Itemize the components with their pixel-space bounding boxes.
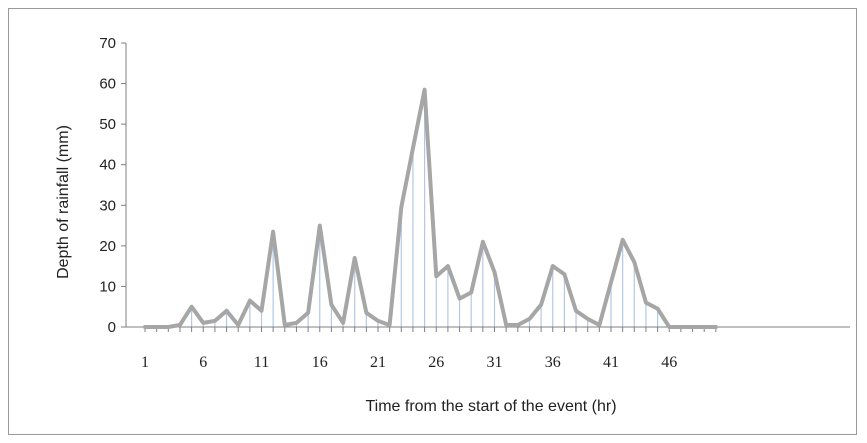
- drop-lines: [191, 89, 659, 327]
- y-tick-label: 20: [99, 238, 116, 255]
- x-tick-label: 46: [661, 354, 677, 371]
- y-tick-label: 10: [99, 278, 116, 295]
- y-tick-label: 60: [99, 76, 116, 93]
- x-tick-label: 36: [545, 354, 561, 371]
- x-tick-label: 6: [199, 354, 207, 371]
- x-tick-label: 21: [370, 354, 386, 371]
- rainfall-series-line: [143, 87, 718, 329]
- x-tick-label: 1: [141, 354, 149, 371]
- y-ticks: 0 10 20 30 40 50 60 70: [99, 35, 126, 336]
- y-tick-label: 30: [99, 197, 116, 214]
- x-tick-label: 31: [487, 354, 503, 371]
- y-tick-label: 0: [108, 319, 116, 336]
- x-tick-label: 26: [428, 354, 444, 371]
- x-ticks: 1 6 11 16 21 26 31 36 41 46: [141, 327, 717, 371]
- y-tick-label: 70: [99, 35, 116, 52]
- y-axis-title: Depth of rainfall (mm): [55, 125, 72, 279]
- x-tick-label: 41: [603, 354, 619, 371]
- x-axis-title: Time from the start of the event (hr): [365, 398, 616, 415]
- x-tick-label: 16: [312, 354, 328, 371]
- y-tick-label: 40: [99, 157, 116, 174]
- y-tick-label: 50: [99, 116, 116, 133]
- x-tick-label: 11: [254, 354, 269, 371]
